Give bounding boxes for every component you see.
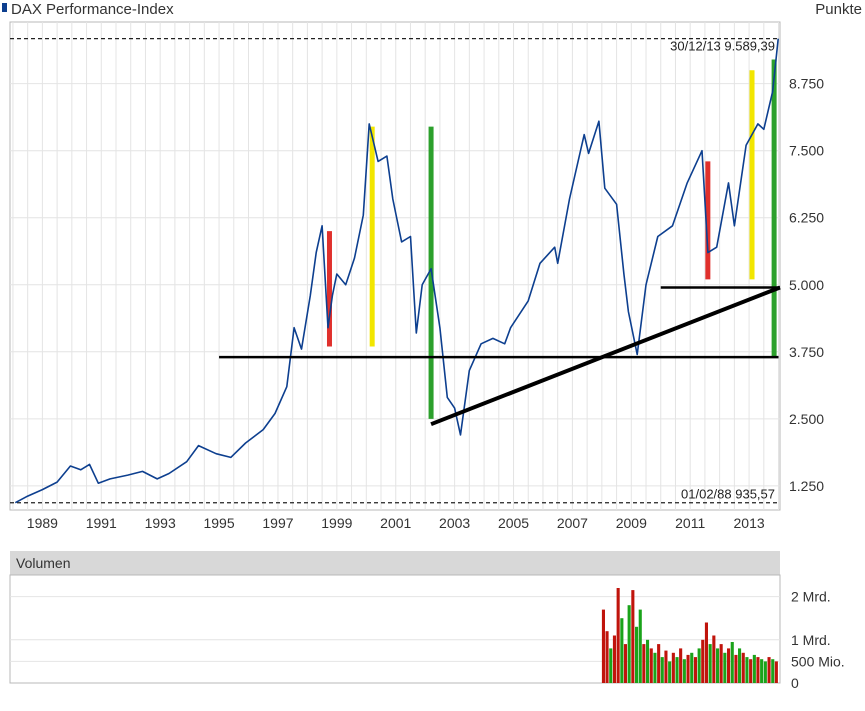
x-tick-label: 2013 — [734, 515, 765, 531]
volume-bar — [682, 659, 686, 683]
volume-bar — [738, 648, 742, 683]
volume-bar — [767, 657, 771, 683]
volume-bar — [771, 659, 775, 683]
volume-bar — [708, 644, 712, 683]
volume-bar — [601, 609, 605, 683]
x-tick-label: 1995 — [203, 515, 234, 531]
main-plot-frame — [9, 21, 781, 511]
reference-line-label: 01/02/88 935,57 — [681, 487, 775, 502]
volume-bar — [730, 642, 734, 683]
volume-bar — [653, 652, 657, 683]
volume-bar — [686, 654, 690, 683]
unit-label: Punkte — [815, 1, 862, 18]
x-tick-label: 1999 — [321, 515, 352, 531]
volume-bar — [646, 639, 650, 683]
volume-bar — [712, 635, 716, 683]
volume-bar — [657, 644, 661, 683]
volume-bar — [642, 644, 646, 683]
volume-bar — [704, 622, 708, 683]
volume-bar — [697, 648, 701, 683]
x-tick-label: 1997 — [262, 515, 293, 531]
volume-bar — [612, 635, 616, 683]
volume-bar — [679, 648, 683, 683]
x-tick-label: 2009 — [616, 515, 647, 531]
volume-bar — [649, 648, 653, 683]
chart-title: DAX Performance-Index — [11, 1, 174, 18]
volume-bar — [671, 652, 675, 683]
volume-tick-label: 1 Mrd. — [791, 632, 831, 648]
volume-bar — [609, 648, 613, 683]
volume-bar — [716, 648, 720, 683]
x-tick-label: 1991 — [86, 515, 117, 531]
reference-line-label: 30/12/13 9.589,39 — [670, 39, 775, 54]
volume-bar — [723, 652, 727, 683]
volume-bar — [605, 631, 609, 683]
volume-bar — [620, 618, 624, 683]
volume-bar — [727, 648, 731, 683]
volume-tick-labels: 2 Mrd. 1 Mrd. 500 Mio. 0 — [791, 589, 845, 691]
y-tick-label: 6.250 — [789, 210, 824, 226]
volume-bar — [749, 659, 753, 683]
y-tick-label: 3.750 — [789, 344, 824, 360]
y-tick-label: 1.250 — [789, 478, 824, 494]
volume-bars — [601, 588, 778, 683]
volume-bar — [760, 659, 764, 683]
volume-header — [10, 551, 780, 575]
volume-bar — [675, 657, 679, 683]
volume-bar — [668, 661, 672, 683]
volume-bar — [623, 644, 627, 683]
volume-bar — [745, 657, 749, 683]
y-tick-label: 5.000 — [789, 277, 824, 293]
x-tick-label: 1993 — [145, 515, 176, 531]
volume-bar — [638, 609, 642, 683]
y-tick-labels: 1.250 2.500 3.750 5.000 6.250 7.500 8.750 — [789, 76, 824, 494]
x-tick-labels: 1989 1991 1993 1995 1997 1999 2001 2003 2005 2007… — [27, 515, 765, 531]
x-tick-label: 2001 — [380, 515, 411, 531]
trend-line — [430, 285, 781, 427]
volume-bar — [763, 661, 767, 683]
y-tick-label: 8.750 — [789, 76, 824, 92]
volume-bar — [734, 654, 738, 683]
volume-bar — [664, 650, 668, 683]
series-line — [14, 38, 779, 504]
volume-bar — [635, 626, 639, 683]
volume-bar — [627, 605, 631, 683]
y-tick-label: 2.500 — [789, 411, 824, 427]
y-tick-label: 7.500 — [789, 143, 824, 159]
x-tick-label: 2011 — [675, 515, 705, 531]
volume-tick-label: 500 Mio. — [791, 653, 845, 669]
volume-bar — [693, 657, 697, 683]
series-layer — [14, 38, 779, 504]
x-tick-label: 1989 — [27, 515, 58, 531]
volume-bar — [756, 657, 760, 683]
volume-title: Volumen — [16, 555, 70, 571]
volume-tick-label: 2 Mrd. — [791, 589, 831, 605]
x-tick-label: 2005 — [498, 515, 529, 531]
volume-bar — [660, 657, 664, 683]
volume-bar — [631, 590, 635, 683]
x-tick-label: 2007 — [557, 515, 588, 531]
volume-bar — [690, 652, 694, 683]
title-marker — [2, 3, 7, 12]
annotation-lines — [219, 285, 781, 427]
reference-lines: 30/12/13 9.589,39 01/02/88 935,57 — [10, 38, 780, 504]
volume-bar — [774, 661, 778, 683]
volume-bar — [616, 588, 620, 683]
volume-tick-label: 0 — [791, 675, 799, 691]
main-grid — [10, 22, 780, 510]
volume-bar — [752, 654, 756, 683]
volume-bar — [741, 652, 745, 683]
volume-bar — [719, 644, 723, 683]
x-tick-label: 2003 — [439, 515, 470, 531]
volume-bar — [701, 639, 705, 683]
